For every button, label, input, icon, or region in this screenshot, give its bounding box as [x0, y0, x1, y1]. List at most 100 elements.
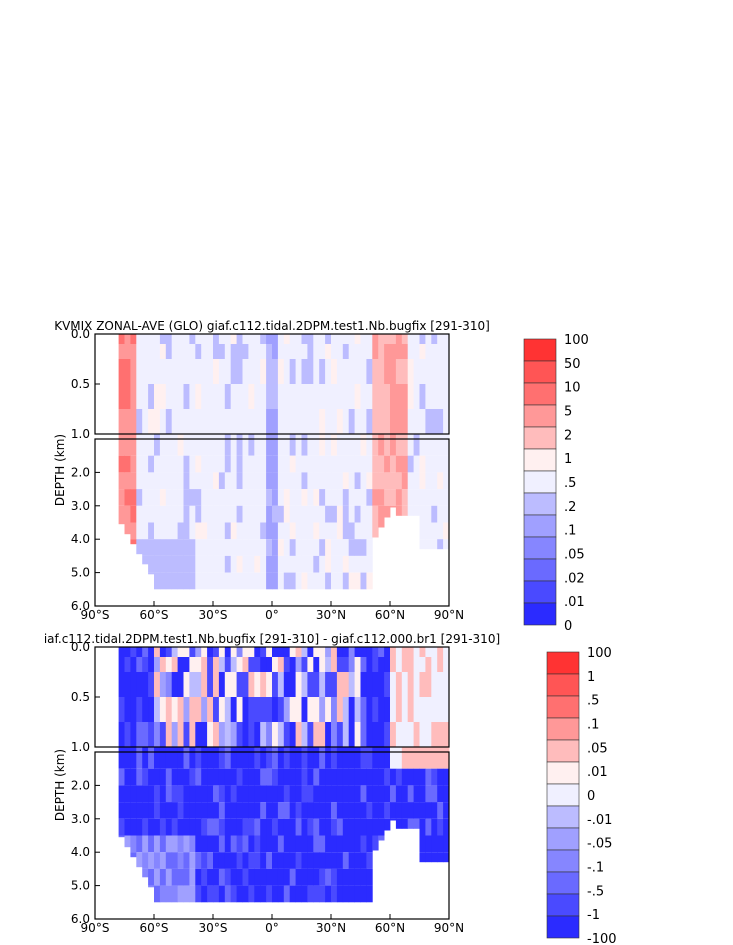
field-cell [443, 647, 450, 657]
field-cell [295, 384, 302, 409]
field-cell [413, 657, 420, 672]
field-cell [165, 657, 173, 672]
field-cell [419, 344, 426, 359]
field-cell [159, 489, 167, 506]
field-cell [348, 505, 355, 523]
field-cell [154, 359, 161, 384]
field-cell [366, 722, 373, 747]
field-cell [319, 697, 326, 722]
field-cell [307, 409, 314, 434]
field-cell [372, 657, 379, 672]
field-cell [272, 359, 279, 384]
field-cell [301, 647, 308, 657]
field-cell [130, 768, 137, 786]
field-cell [413, 505, 420, 516]
field-cell [413, 697, 420, 722]
field-cell [283, 409, 291, 434]
field-cell [230, 885, 237, 903]
field-cell [354, 539, 361, 556]
field-cell [148, 785, 155, 803]
field-cell [401, 455, 409, 473]
field-cell [272, 747, 279, 769]
field-cell [189, 539, 196, 556]
field-cell [384, 344, 391, 359]
field-cell [325, 539, 332, 556]
field-cell [313, 334, 320, 344]
field-cell [248, 747, 255, 769]
field-cell [248, 505, 255, 523]
field-cell [342, 697, 350, 722]
field-cell [395, 505, 403, 516]
colorbar-swatch [546, 915, 580, 939]
field-cell [254, 489, 261, 506]
field-cell [390, 344, 397, 359]
field-cell [425, 768, 432, 786]
field-cell [401, 489, 409, 506]
field-cell [230, 852, 237, 869]
field-cell [295, 852, 302, 869]
field-cell [165, 697, 173, 722]
colorbar-label: 0 [564, 619, 572, 634]
field-cell [136, 802, 143, 819]
field-cell [154, 885, 161, 903]
field-cell [348, 672, 355, 697]
field-cell [183, 647, 190, 657]
field-cell [407, 455, 414, 473]
field-cell [348, 785, 355, 803]
field-cell [360, 785, 367, 803]
field-cell [136, 852, 143, 868]
field-cell [431, 768, 438, 786]
field-cell [301, 885, 308, 903]
field-cell [118, 818, 125, 836]
field-cell [425, 434, 432, 456]
field-cell [437, 697, 444, 722]
field-cell [301, 868, 308, 886]
colorbar-swatch [546, 805, 580, 829]
field-cell [136, 334, 143, 344]
field-cell [148, 384, 155, 409]
field-cell [272, 489, 279, 506]
field-cell [248, 885, 255, 903]
field-cell [177, 359, 184, 384]
field-cell [236, 818, 243, 836]
field-cell [313, 344, 320, 359]
field-cell [407, 344, 414, 359]
field-cell [148, 505, 155, 523]
field-cell [289, 344, 296, 359]
field-cell [148, 522, 155, 540]
field-cell [195, 434, 202, 456]
field-cell [443, 409, 450, 434]
field-cell [272, 522, 279, 540]
colorbar-swatch [523, 382, 557, 406]
field-cell [148, 455, 155, 473]
x-tick-label: 90°N [434, 921, 464, 935]
field-cell [171, 852, 178, 869]
field-cell [136, 344, 143, 359]
field-cell [336, 434, 344, 456]
field-cell [242, 722, 249, 747]
field-cell [378, 334, 385, 344]
field-cell [177, 539, 184, 556]
field-cell [384, 455, 391, 473]
field-cell [177, 868, 184, 886]
field-cell [443, 384, 450, 409]
field-cell [130, 672, 137, 697]
field-cell [242, 522, 249, 540]
field-cell [395, 818, 403, 829]
field-cell [295, 697, 302, 722]
field-cell [283, 344, 291, 359]
colorbar-swatch [546, 893, 580, 917]
field-cell [189, 455, 196, 473]
field-cell [165, 647, 173, 657]
field-cell [390, 489, 397, 506]
x-tick-label: 60°S [140, 921, 169, 935]
field-cell [307, 434, 314, 456]
field-cell [419, 802, 426, 819]
field-cell [342, 359, 350, 384]
field-cell [407, 647, 414, 657]
field-cell [277, 768, 285, 786]
field-cell [325, 802, 332, 819]
field-cell [295, 334, 302, 344]
field-cell [201, 472, 208, 490]
kvmix-difference-panel: iaf.c112.tidal.2DPM.test1.Nb.bugfix [291… [44, 632, 617, 945]
